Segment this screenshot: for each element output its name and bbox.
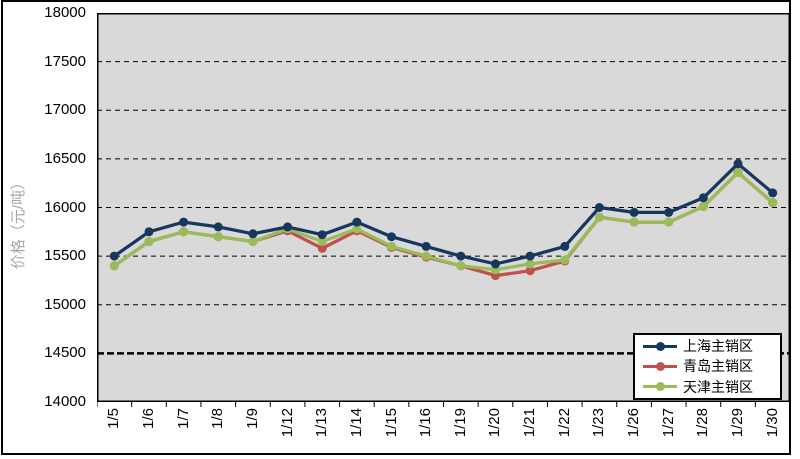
data-point (179, 227, 189, 237)
data-point (594, 212, 604, 222)
data-point (594, 203, 604, 212)
y-tick-label: 14500 (44, 344, 86, 362)
y-tick-label: 16000 (44, 198, 86, 216)
data-point (560, 255, 570, 265)
y-tick-label: 15500 (44, 247, 86, 265)
data-point (317, 243, 327, 253)
data-point (283, 222, 293, 232)
legend-item-2: 天津主销区 (643, 377, 780, 397)
legend-line-marker-icon (643, 361, 677, 371)
data-point (144, 237, 154, 246)
x-tick-label: 1/28 (694, 408, 712, 438)
x-tick-label: 1/29 (729, 408, 747, 438)
x-tick-label: 1/13 (313, 408, 331, 438)
x-tick-label: 1/23 (590, 408, 608, 438)
data-point (352, 224, 362, 234)
x-tick-label: 1/5 (105, 408, 123, 429)
data-point (698, 202, 708, 211)
data-point (109, 251, 119, 261)
data-point (317, 237, 327, 246)
data-point (560, 241, 570, 251)
series-line-0 (112, 162, 775, 266)
x-tick-label: 1/6 (139, 408, 157, 429)
legend-label: 天津主销区 (683, 378, 753, 395)
data-point (248, 237, 258, 246)
data-point (733, 168, 743, 177)
x-tick-label: 1/20 (486, 408, 504, 438)
data-point (317, 230, 327, 240)
legend-item-0: 上海主销区 (643, 336, 780, 356)
data-point (768, 198, 778, 208)
y-tick-label: 18000 (44, 4, 86, 21)
x-tick-label: 1/12 (278, 408, 296, 438)
y-tick-label: 17500 (44, 52, 86, 70)
x-tick-label: 1/8 (209, 408, 227, 429)
data-point (213, 232, 223, 242)
data-point (525, 251, 535, 261)
data-point (768, 188, 778, 198)
x-tick-label: 1/26 (625, 408, 643, 438)
x-tick-label: 1/19 (451, 408, 469, 438)
data-point (664, 207, 674, 217)
y-tick-label: 17000 (44, 101, 86, 119)
legend-label: 青岛主销区 (683, 358, 753, 375)
data-point (629, 207, 639, 217)
chart-legend: 上海主销区青岛主销区天津主销区 (633, 333, 782, 400)
x-tick-label: 1/14 (347, 408, 365, 438)
data-point (491, 259, 500, 269)
y-tick-label: 15000 (44, 295, 86, 313)
data-point (387, 232, 396, 242)
data-point (248, 229, 258, 239)
x-tick-label: 1/27 (659, 408, 677, 438)
series-line-2 (112, 170, 775, 272)
y-tick-label: 16500 (44, 149, 86, 167)
data-point (456, 251, 466, 261)
data-point (109, 261, 119, 271)
data-point (179, 217, 189, 227)
y-axis-title: 价格（元/吨） (10, 174, 27, 270)
data-point (421, 251, 431, 261)
data-point (421, 241, 431, 251)
x-tick-label: 1/21 (521, 408, 539, 438)
y-tick-label: 14000 (44, 393, 86, 410)
plot-border (97, 13, 790, 402)
data-point (387, 241, 396, 251)
data-point (456, 261, 466, 271)
plot-area (97, 13, 790, 407)
x-tick-label: 1/7 (174, 408, 192, 429)
legend-label: 上海主销区 (683, 338, 753, 355)
data-point (144, 227, 154, 237)
data-point (733, 159, 743, 169)
data-point (213, 222, 223, 232)
x-tick-label: 1/15 (382, 408, 400, 438)
data-point (664, 217, 674, 227)
legend-item-1: 青岛主销区 (643, 356, 780, 376)
x-tick-label: 1/22 (555, 408, 573, 438)
x-tick-label: 1/9 (243, 408, 261, 429)
data-point (525, 259, 535, 269)
legend-line-marker-icon (643, 382, 677, 392)
data-point (525, 266, 535, 276)
legend-line-marker-icon (643, 341, 677, 351)
data-point (629, 217, 639, 227)
x-tick-label: 1/16 (417, 408, 435, 438)
data-point (352, 217, 362, 227)
x-tick-label: 1/30 (763, 408, 781, 438)
data-point (698, 193, 708, 203)
